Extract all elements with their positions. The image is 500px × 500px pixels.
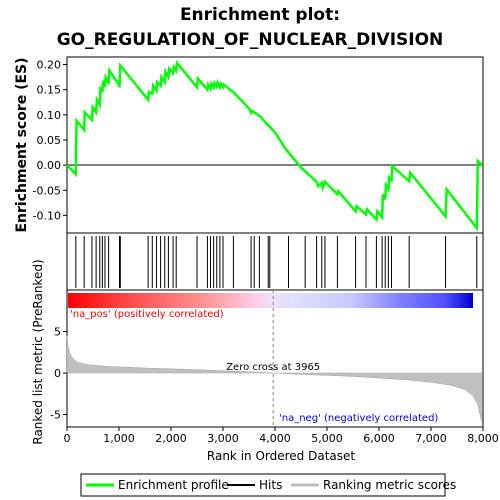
hits-panel-frame: [66, 232, 484, 291]
metric-axis-label: Ranked list metric (PreRanked): [31, 259, 45, 444]
legend-enrichment-label: Enrichment profile: [118, 478, 229, 492]
x-tick-label: 8,000: [467, 432, 499, 445]
es-ytick-label: -0.05: [33, 184, 61, 197]
x-tick-label: 5,000: [311, 432, 343, 445]
metric-ytick-label: 5: [54, 326, 61, 339]
es-axis-label: Enrichment score (ES): [14, 57, 30, 232]
ranking-metric-area: [66, 335, 483, 425]
x-axis-label: Rank in Ordered Dataset: [207, 449, 355, 463]
metric-ytick-label: -5: [50, 409, 61, 422]
pos-annotation: 'na_pos' (positively correlated): [70, 309, 224, 320]
x-tick-label: 0: [64, 432, 71, 445]
es-ytick-label: 0.10: [37, 109, 62, 122]
metric-ytick-label: 0: [54, 367, 61, 380]
x-tick-label: 3,000: [207, 432, 239, 445]
neg-annotation: 'na_neg' (negatively correlated): [279, 413, 438, 424]
x-tick-label: 6,000: [363, 432, 395, 445]
chart-title-line2: GO_REGULATION_OF_NUCLEAR_DIVISION: [57, 30, 444, 50]
es-ytick-label: -0.10: [33, 209, 61, 222]
legend-metric-label: Ranking metric scores: [323, 478, 456, 492]
legend-box: [80, 473, 446, 497]
enrichment-profile-line: [66, 59, 484, 232]
x-tick-label: 1,000: [103, 432, 135, 445]
es-ytick-label: 0.20: [37, 59, 62, 72]
es-ytick-label: 0.00: [37, 159, 62, 172]
x-tick-label: 7,000: [415, 432, 447, 445]
es-panel-frame: [66, 56, 484, 234]
x-tick-label: 4,000: [259, 432, 291, 445]
zero-cross-annotation: Zero cross at 3965: [226, 362, 320, 373]
rank-color-bar: [68, 293, 473, 308]
x-tick-label: 2,000: [155, 432, 187, 445]
es-ytick-label: 0.05: [37, 134, 62, 147]
legend-hits-label: Hits: [259, 478, 282, 492]
chart-title-line1: Enrichment plot:: [180, 5, 340, 25]
es-ytick-label: 0.15: [37, 84, 62, 97]
